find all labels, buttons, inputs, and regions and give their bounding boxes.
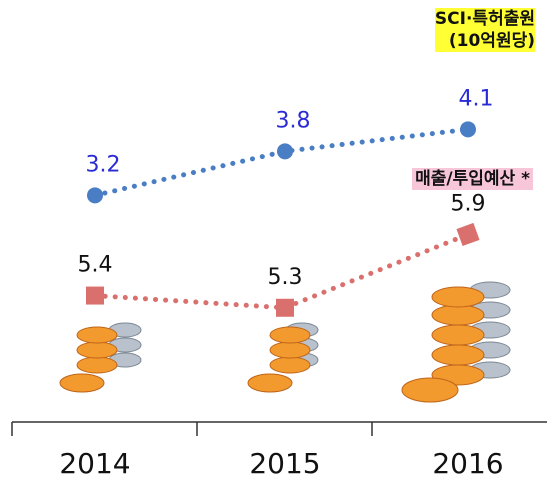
- data-label: 5.3: [268, 265, 303, 290]
- coins: [59, 281, 511, 403]
- data-label: 5.4: [78, 253, 113, 278]
- data-label: 4.1: [459, 86, 494, 111]
- marker: [87, 187, 103, 204]
- data-label: 5.9: [451, 191, 486, 216]
- marker: [276, 298, 294, 317]
- data-label: 3.2: [86, 152, 121, 177]
- marker: [456, 222, 480, 246]
- series-name: SCI·특허출원 (10억원당): [434, 8, 535, 52]
- x-tick-label: 2016: [432, 447, 503, 480]
- marker: [460, 121, 476, 138]
- x-tick-label: 2015: [249, 447, 320, 480]
- series-name: 매출/투입예산 *: [412, 168, 533, 190]
- data-label: 3.8: [276, 108, 311, 133]
- marker: [277, 143, 293, 160]
- marker: [86, 286, 104, 305]
- x-tick-label: 2014: [59, 447, 130, 480]
